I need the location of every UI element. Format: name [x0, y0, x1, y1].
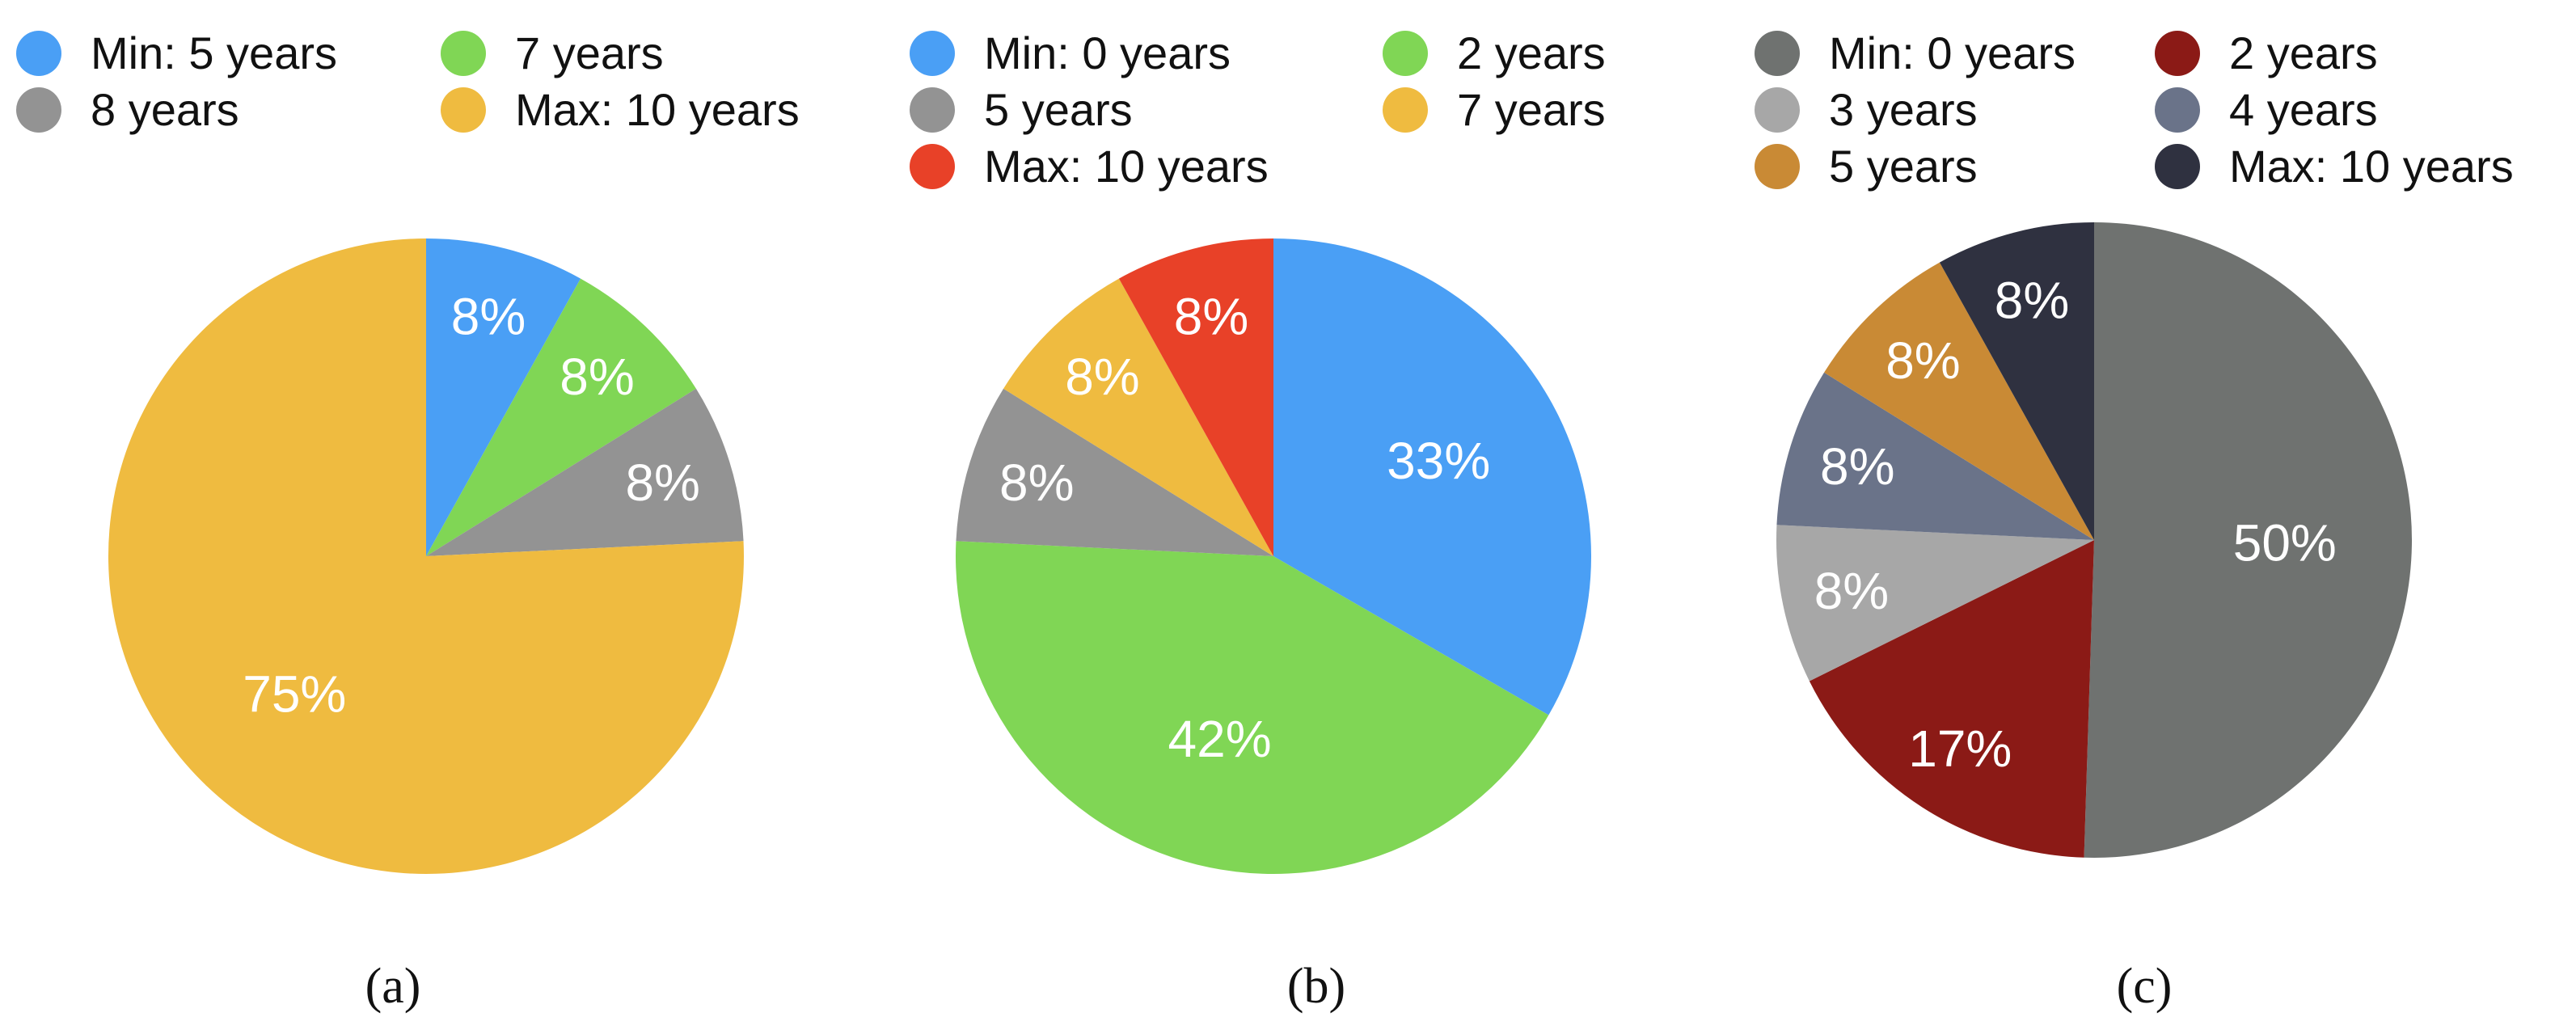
- legend-swatch: [910, 87, 955, 133]
- slice-value-label: 8%: [1886, 331, 1961, 390]
- legend-label: Max: 10 years: [2229, 141, 2514, 192]
- pie-chart-a: 8% 8% 8% 75%: [108, 238, 745, 874]
- legend-swatch: [1755, 87, 1800, 133]
- slice-value-label: 8%: [625, 454, 700, 512]
- slice-value-label: 33%: [1387, 432, 1490, 490]
- legend-label: 2 years: [1457, 27, 1606, 78]
- legend-item: 7 years: [1383, 81, 1606, 139]
- chart-panel-b: Min: 0 years 2 years 5 years 7 years Max…: [857, 0, 1714, 1034]
- legend-item: 7 years: [441, 24, 664, 82]
- pie-slice: [1776, 525, 2094, 682]
- legend-label: 3 years: [1829, 84, 1978, 135]
- legend-swatch: [910, 144, 955, 189]
- legend-swatch: [2155, 87, 2200, 133]
- legend-label: 4 years: [2229, 84, 2378, 135]
- legend-swatch: [1383, 31, 1428, 76]
- legend-item: Min: 0 years: [1755, 24, 2076, 82]
- legend-swatch: [441, 87, 486, 133]
- legend-label: Min: 0 years: [1829, 27, 2076, 78]
- legend-item: 5 years: [910, 81, 1133, 139]
- legend-label: 5 years: [1829, 141, 1978, 192]
- legend-item: 5 years: [1755, 137, 1978, 196]
- pie-slice: [1776, 372, 2094, 540]
- legend-label: Max: 10 years: [515, 84, 800, 135]
- pie-slice: [1118, 238, 1273, 556]
- legend-swatch: [1755, 31, 1800, 76]
- legend-item: 2 years: [1383, 24, 1606, 82]
- legend-label: Max: 10 years: [984, 141, 1269, 192]
- legend-swatch: [2155, 31, 2200, 76]
- pie-slice: [108, 238, 745, 874]
- legend-item: Max: 10 years: [2155, 137, 2514, 196]
- legend-swatch: [1755, 144, 1800, 189]
- pie-slice: [956, 388, 1273, 556]
- legend-item: 3 years: [1755, 81, 1978, 139]
- legend-label: 8 years: [91, 84, 239, 135]
- slice-value-label: 50%: [2233, 514, 2337, 572]
- slice-value-label: 8%: [451, 287, 526, 345]
- legend-label: 7 years: [1457, 84, 1606, 135]
- chart-panel-a: Min: 5 years 7 years 8 years Max: 10 yea…: [0, 0, 857, 1034]
- caption-c: (c): [2116, 959, 2173, 1014]
- chart-panel-c: Min: 0 years 2 years 3 years 4 years 5 y…: [1714, 0, 2576, 1034]
- caption-a: (a): [365, 959, 421, 1014]
- legend-item: 2 years: [2155, 24, 2378, 82]
- legend-swatch: [16, 31, 61, 76]
- pie-chart-c: 50% 17% 8% 8% 8% 8%: [1776, 222, 2412, 858]
- slice-value-label: 8%: [1820, 437, 1895, 496]
- legend-label: 5 years: [984, 84, 1133, 135]
- legend-item: Max: 10 years: [910, 137, 1269, 196]
- pie-slice: [956, 541, 1549, 874]
- legend-swatch: [1383, 87, 1428, 133]
- legend-swatch: [441, 31, 486, 76]
- legend-swatch: [910, 31, 955, 76]
- pie-slice: [1003, 278, 1273, 556]
- pie-slice: [2084, 222, 2412, 858]
- legend-label: 2 years: [2229, 27, 2378, 78]
- slice-value-label: 8%: [999, 454, 1075, 512]
- slice-value-label: 42%: [1168, 710, 1272, 768]
- slice-value-label: 8%: [1065, 348, 1140, 406]
- legend-item: 8 years: [16, 81, 239, 139]
- pie-slice: [426, 238, 581, 556]
- pie-slice: [1939, 222, 2094, 540]
- slice-value-label: 17%: [1908, 720, 2012, 778]
- legend-label: Min: 0 years: [984, 27, 1231, 78]
- pie-slice: [1809, 540, 2094, 858]
- slice-value-label: 75%: [243, 665, 346, 724]
- legend-label: 7 years: [515, 27, 664, 78]
- slice-value-label: 8%: [1814, 562, 1890, 620]
- legend-label: Min: 5 years: [91, 27, 337, 78]
- slice-value-label: 8%: [1174, 287, 1249, 345]
- pie-slice: [426, 278, 696, 556]
- legend-item: Min: 0 years: [910, 24, 1231, 82]
- legend-item: Min: 5 years: [16, 24, 337, 82]
- pie-slice: [1273, 238, 1591, 715]
- slice-value-label: 8%: [1995, 271, 2070, 329]
- legend-item: 4 years: [2155, 81, 2378, 139]
- slice-value-label: 8%: [560, 348, 635, 406]
- legend-swatch: [16, 87, 61, 133]
- pie-slice: [1824, 262, 2094, 540]
- pie-chart-b: 33% 42% 8% 8% 8%: [956, 238, 1591, 874]
- caption-b: (b): [1286, 959, 1346, 1014]
- legend-item: Max: 10 years: [441, 81, 800, 139]
- pie-slice: [426, 388, 744, 556]
- legend-swatch: [2155, 144, 2200, 189]
